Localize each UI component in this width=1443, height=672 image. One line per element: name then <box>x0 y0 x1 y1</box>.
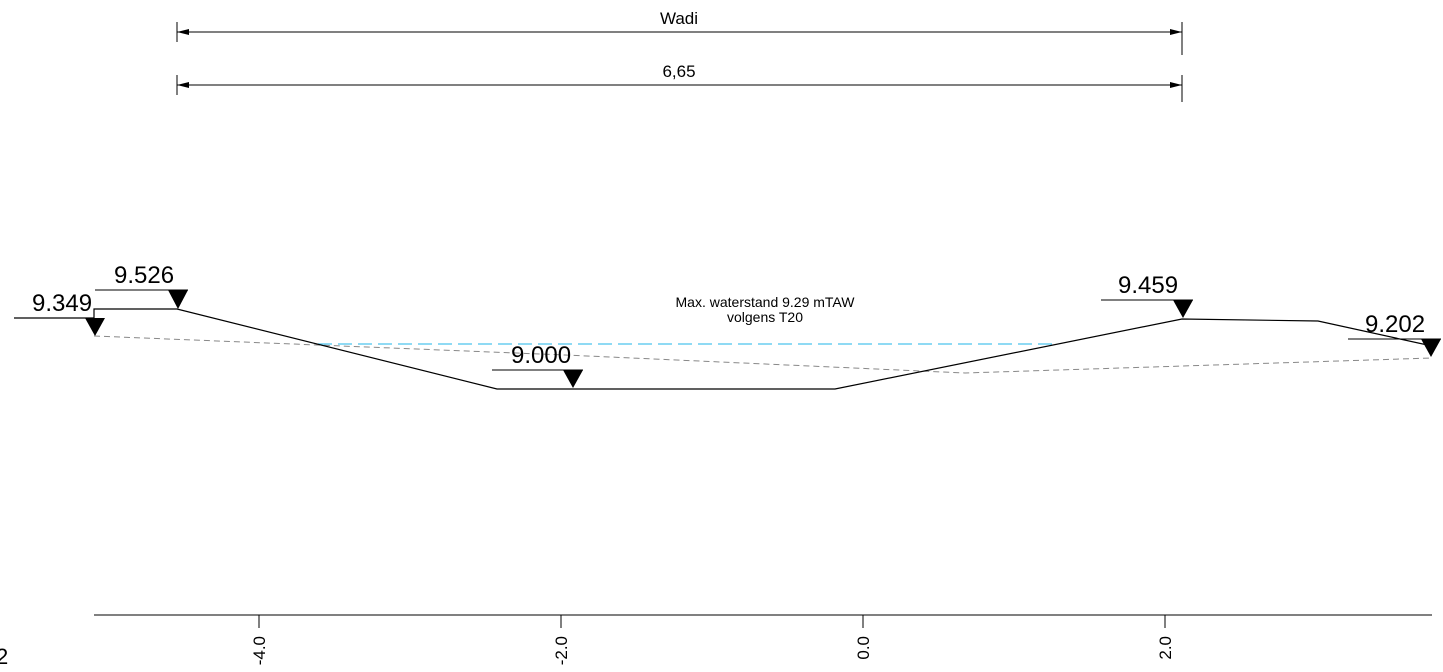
axis-tick-label: 0.0 <box>854 636 873 660</box>
level-label-bottom: 9.000 <box>511 342 571 369</box>
corner-label: 2 <box>0 644 8 669</box>
level-marker-left-existing: 9.349 <box>32 290 105 336</box>
level-marker-bottom: 9.000 <box>492 342 583 388</box>
dimension-wadi: Wadi <box>176 9 1183 55</box>
existing-ground-line <box>93 335 1433 374</box>
level-label-right-existing: 9.202 <box>1365 311 1425 338</box>
annotation-line-1: Max. waterstand 9.29 mTAW <box>676 294 856 310</box>
dimension-label-wadi: Wadi <box>660 9 698 28</box>
dimension-width: 6,65 <box>176 62 1183 102</box>
distance-axis: -4.0 -2.0 0.0 2.0 <box>94 614 1432 665</box>
level-marker-right-top-bank: 9.459 <box>1101 272 1193 318</box>
annotation-line-2: volgens T20 <box>727 309 803 325</box>
axis-tick-label: -2.0 <box>552 636 571 665</box>
level-label-left-existing: 9.349 <box>32 290 92 317</box>
axis-tick-label: -4.0 <box>250 636 269 665</box>
dimension-label-width: 6,65 <box>662 62 695 81</box>
level-marker-left-top-bank: 9.526 <box>95 262 188 309</box>
level-marker-right-existing: 9.202 <box>1348 311 1441 357</box>
axis-tick-label: 2.0 <box>1156 636 1175 660</box>
level-label-right-top-bank: 9.459 <box>1118 272 1178 299</box>
design-profile-line <box>14 308 1433 390</box>
water-level-annotation: Max. waterstand 9.29 mTAW volgens T20 <box>676 294 856 325</box>
level-label-left-top-bank: 9.526 <box>114 262 174 289</box>
